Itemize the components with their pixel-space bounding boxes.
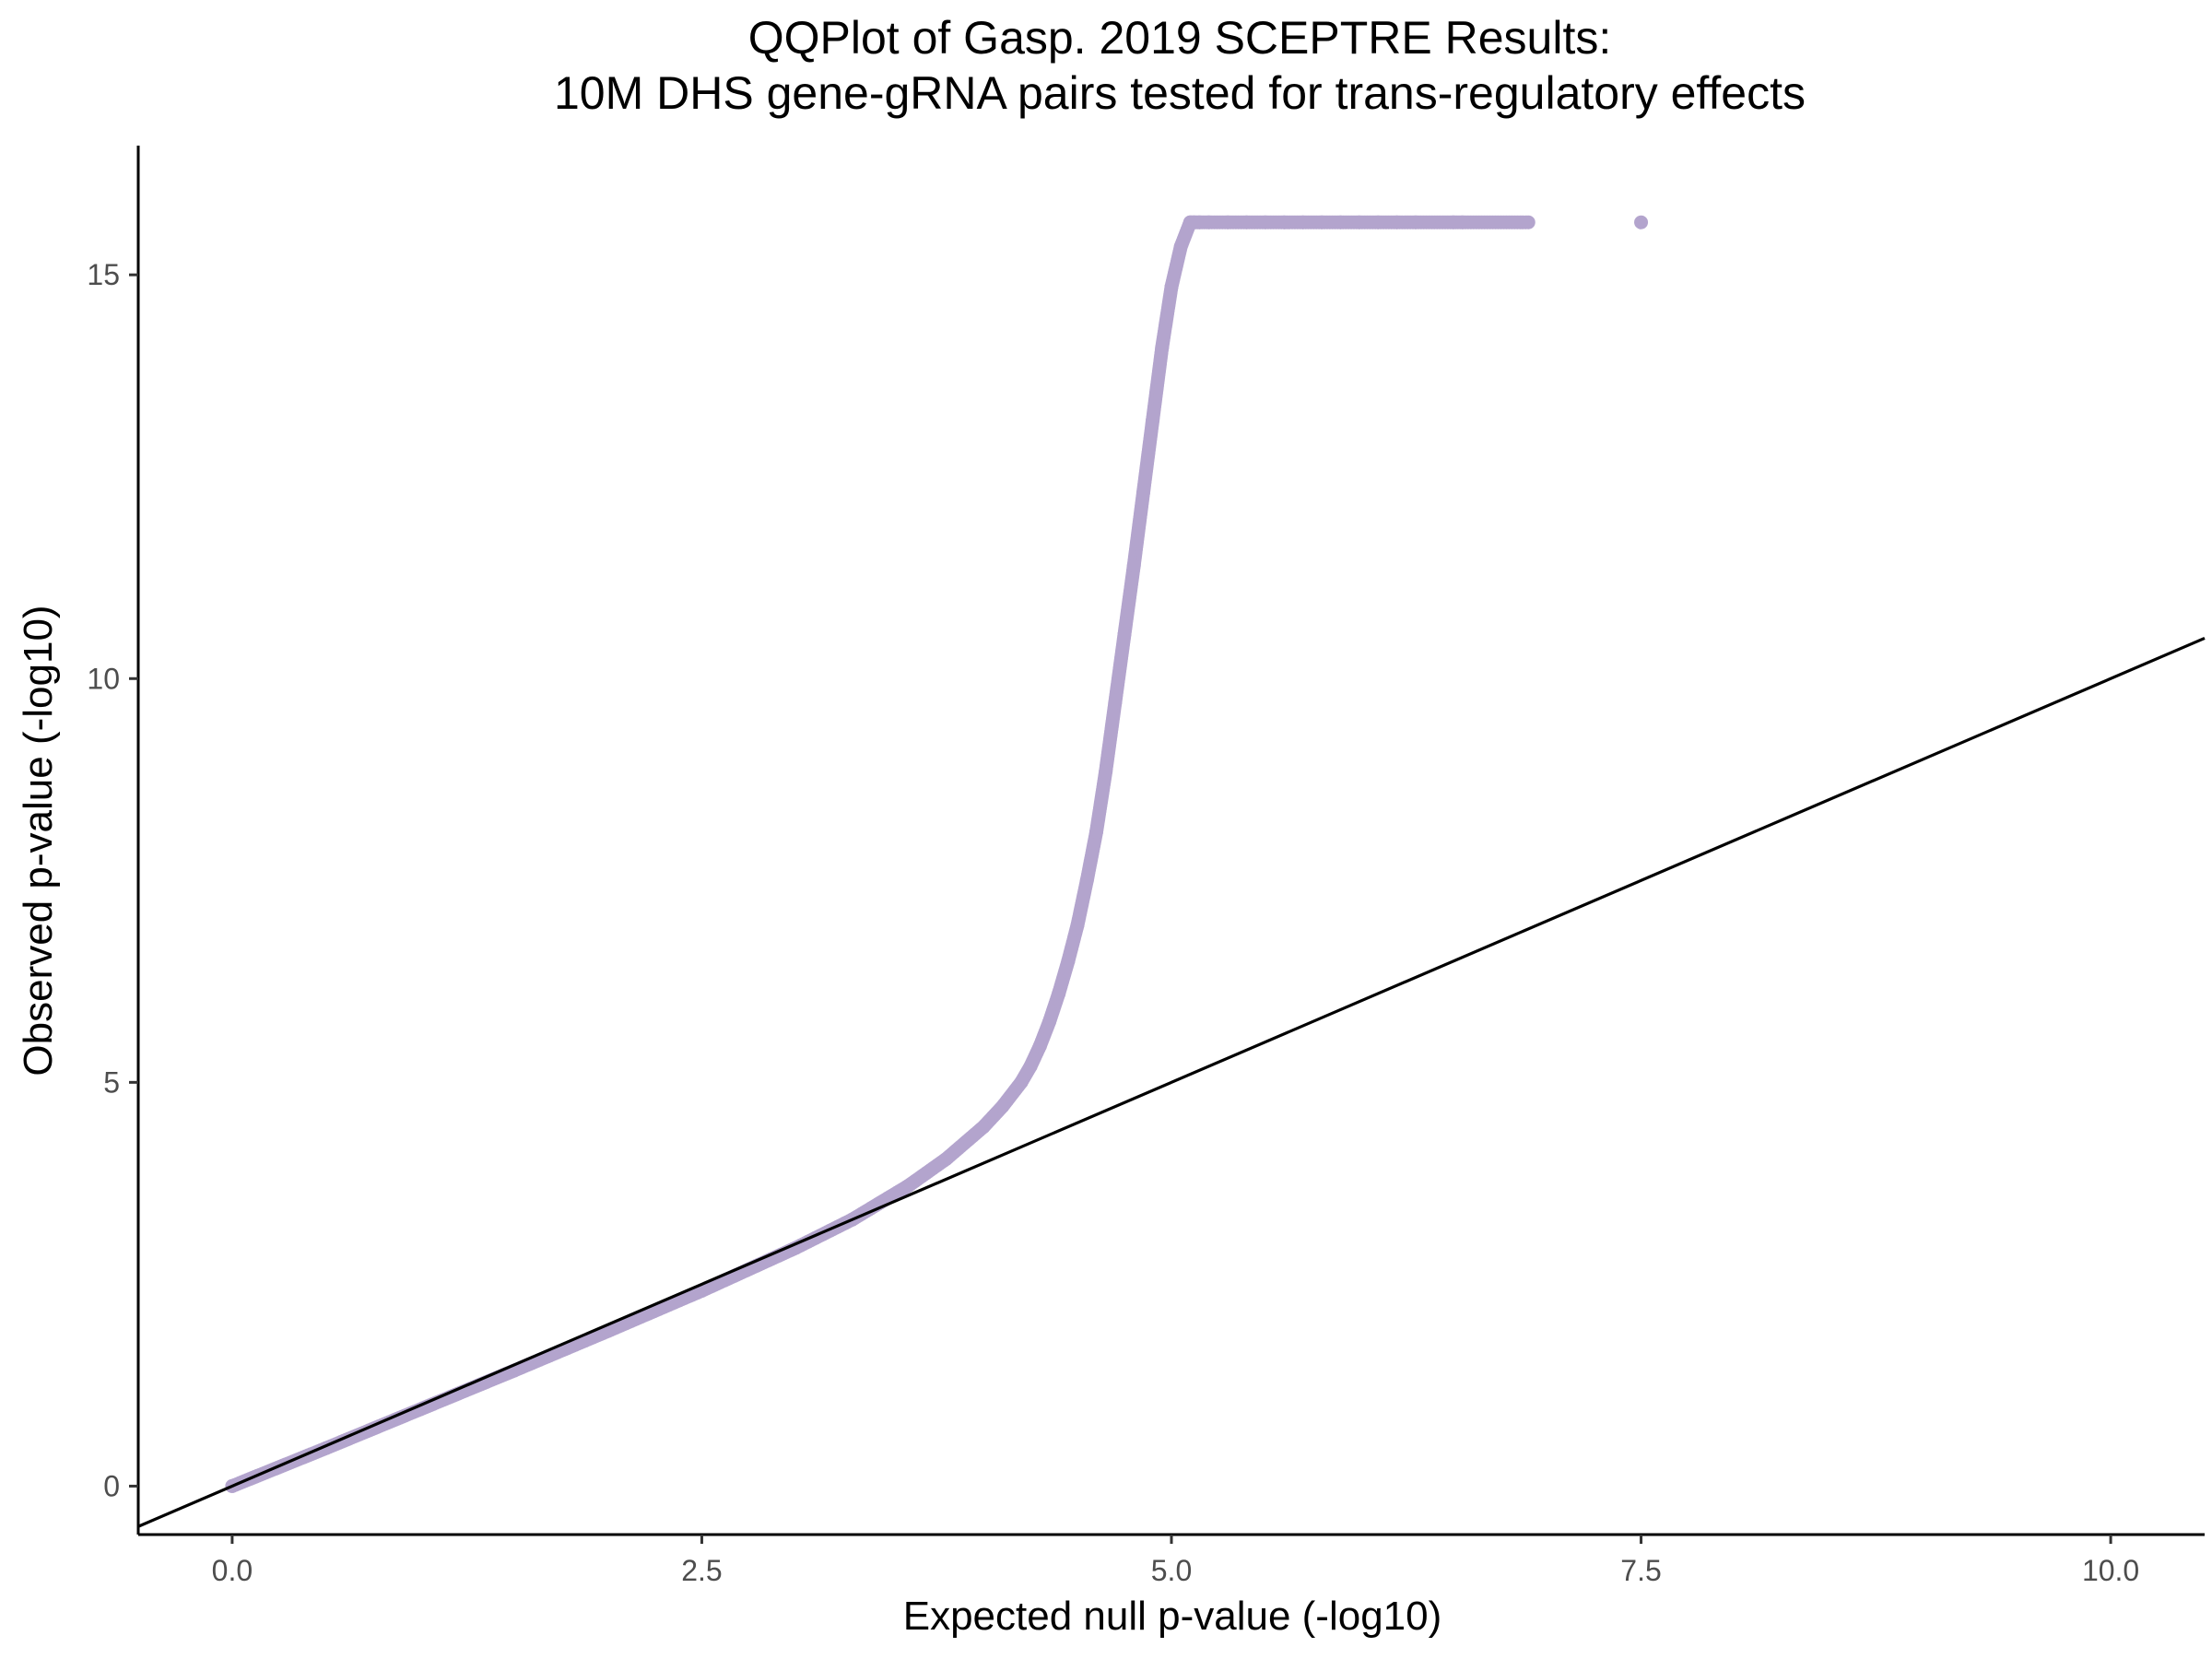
data-point <box>1352 215 1367 229</box>
chart-title-line-1: QQPlot of Gasp. 2019 SCEPTRE Results: <box>748 12 1612 64</box>
x-axis-title: Expected null p-value (-log10) <box>903 1594 1442 1639</box>
x-axis-ticks: 0.0 2.5 5.0 7.5 10.0 <box>212 1535 2139 1587</box>
data-point <box>1061 954 1076 969</box>
data-point <box>901 1178 916 1193</box>
data-point <box>1296 215 1311 229</box>
reference-line <box>137 636 2206 1528</box>
data-point <box>1333 215 1347 229</box>
data-point <box>1164 279 1179 294</box>
data-point <box>1108 696 1123 711</box>
data-point <box>1146 413 1160 428</box>
chart-title-line-2: 10M DHS gene-gRNA pairs tested for trans… <box>554 67 1806 119</box>
y-tick-label: 0 <box>103 1469 120 1502</box>
data-point <box>1277 215 1291 229</box>
data-point <box>1390 215 1405 229</box>
data-point <box>1079 873 1094 888</box>
data-point <box>1314 215 1329 229</box>
data-point <box>1014 1075 1029 1089</box>
data-point <box>1135 486 1150 500</box>
y-tick-label: 5 <box>103 1065 120 1099</box>
data-point <box>1202 215 1217 229</box>
data-point <box>1052 986 1066 1001</box>
y-axis-title: Observed p-value (-log10) <box>16 605 61 1076</box>
data-point <box>1117 627 1132 641</box>
data-points <box>225 215 1649 1493</box>
x-tick-label: 5.0 <box>1151 1554 1192 1587</box>
x-tick-label: 0.0 <box>212 1554 253 1587</box>
data-point <box>1521 215 1535 229</box>
data-point <box>1371 215 1385 229</box>
y-tick-label: 10 <box>87 662 120 695</box>
data-point <box>1634 215 1649 229</box>
data-point <box>1042 1015 1057 1030</box>
data-point <box>1155 340 1170 355</box>
data-point <box>1032 1039 1047 1053</box>
data-point <box>1070 917 1085 932</box>
data-point <box>938 1152 953 1167</box>
x-tick-label: 10.0 <box>2082 1554 2139 1587</box>
data-point <box>1126 559 1141 573</box>
x-tick-label: 7.5 <box>1620 1554 1661 1587</box>
data-point <box>1240 215 1254 229</box>
data-point <box>1408 215 1423 229</box>
data-point <box>1173 240 1188 254</box>
data-point <box>1099 764 1113 779</box>
data-point <box>1023 1059 1038 1074</box>
data-point <box>1088 825 1103 840</box>
data-point <box>1455 215 1470 229</box>
data-point <box>976 1120 991 1135</box>
y-axis-ticks: 0 5 10 15 <box>87 258 138 1502</box>
data-point <box>1220 215 1235 229</box>
data-point <box>995 1100 1010 1114</box>
y-tick-label: 15 <box>87 258 120 291</box>
x-tick-label: 2.5 <box>681 1554 722 1587</box>
data-point <box>1258 215 1273 229</box>
